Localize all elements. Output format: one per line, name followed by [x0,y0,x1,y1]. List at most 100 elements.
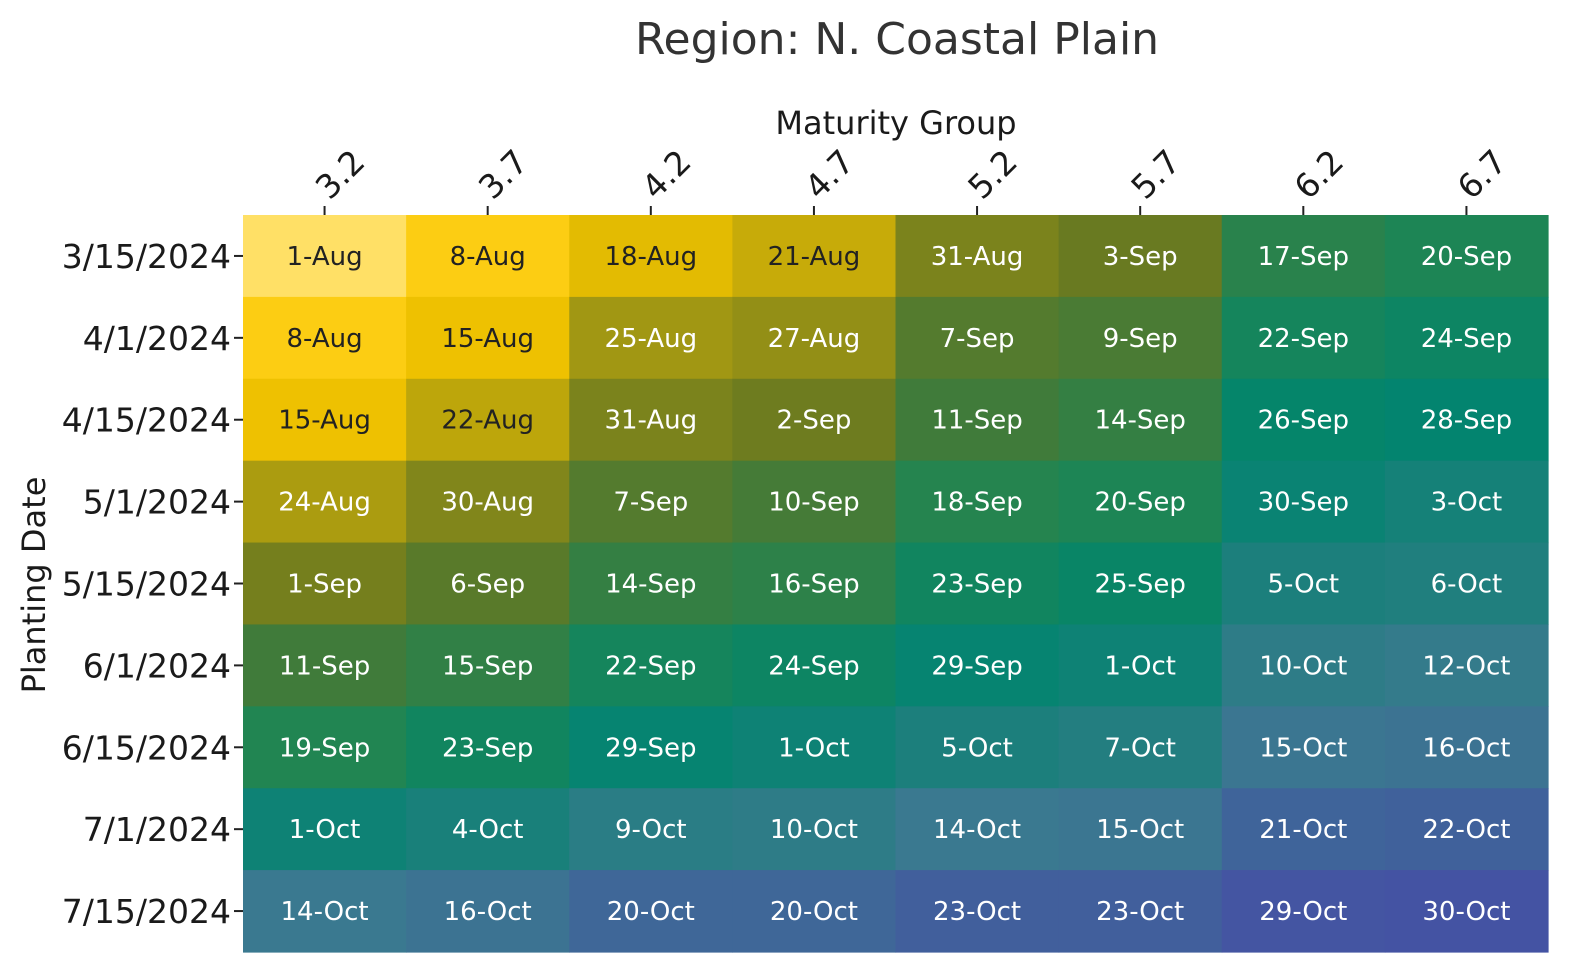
cell-label: 14-Oct [933,815,1021,845]
cell-label: 20-Oct [607,897,695,927]
heatmap-cell [732,624,897,707]
cell-label: 25-Sep [1094,570,1185,600]
y-tick-label: 7/1/2024 [83,810,231,849]
heatmap-cell [732,788,897,871]
cell-label: 2-Sep [776,406,851,436]
x-axis-label: Maturity Group [775,104,1016,142]
cell-label: 15-Oct [1259,733,1347,763]
cell-label: 23-Sep [442,733,533,763]
cell-label: 23-Oct [933,897,1021,927]
heatmap-cell [1221,460,1386,544]
heatmap-cell [243,870,407,953]
heatmap-cell [1384,870,1549,953]
x-tick-label: 5.7 [1123,142,1188,207]
cell-label: 3-Sep [1103,242,1178,272]
heatmap-cell [406,215,570,298]
cell-label: 29-Sep [931,651,1022,681]
heatmap-cell [1221,215,1386,298]
cell-label: 11-Sep [931,406,1022,436]
cell-label: 20-Sep [1094,488,1185,518]
cell-label: 6-Oct [1431,570,1503,600]
x-tick-label: 5.2 [960,142,1025,207]
cell-label: 31-Aug [931,242,1024,272]
heatmap-cell [243,706,407,789]
cell-label: 1-Oct [778,733,850,763]
cell-label: 23-Sep [931,570,1022,600]
heatmap-cell [895,215,1060,298]
cell-label: 1-Oct [289,815,361,845]
cell-label: 11-Sep [279,651,370,681]
y-tick-label: 4/15/2024 [62,401,231,440]
cell-label: 25-Aug [604,324,697,354]
x-axis-ticks: 3.2 3.7 4.2 4.7 5.2 5.7 6.2 6.7 [308,142,1515,215]
cell-label: 17-Sep [1258,242,1349,272]
heatmap-cell [406,788,570,871]
y-axis-label: Planting Date [15,477,53,694]
heatmap-cell [1384,706,1549,789]
heatmap-cell [243,542,407,626]
heatmap-cell [895,706,1060,789]
heatmap-cell [406,296,570,380]
cell-label: 29-Sep [605,733,696,763]
cell-label: 10-Oct [770,815,858,845]
cell-label: 14-Sep [605,570,696,600]
y-tick-label: 4/1/2024 [83,319,231,358]
heatmap-cell [569,870,733,953]
heatmap-cell [406,870,570,953]
heatmap-cell [732,460,897,544]
heatmap-cell [732,870,897,953]
y-tick-label: 5/1/2024 [83,483,231,522]
x-tick-label: 6.7 [1450,142,1515,207]
cell-label: 30-Sep [1258,488,1349,518]
heatmap-cell [406,378,570,462]
heatmap-cell [895,296,1060,380]
cell-label: 8-Aug [450,242,526,272]
heatmap-cell [1221,706,1386,789]
cell-label: 15-Oct [1096,815,1184,845]
cell-label: 18-Sep [931,488,1022,518]
cell-label: 7-Oct [1104,733,1176,763]
cell-label: 14-Oct [280,897,368,927]
y-tick-label: 6/15/2024 [62,728,231,767]
cell-label: 24-Sep [1421,324,1512,354]
cell-label: 1-Aug [287,242,363,272]
y-tick-label: 5/15/2024 [62,565,231,604]
heatmap-cell [406,460,570,544]
heatmap-cell [243,624,407,707]
cell-label: 14-Sep [1094,406,1185,436]
heatmap-cell [569,460,733,544]
cell-label: 15-Aug [441,324,534,354]
heatmap-cell [243,460,407,544]
cell-label: 22-Sep [605,651,696,681]
cell-label: 22-Sep [1258,324,1349,354]
cell-label: 30-Aug [441,488,534,518]
heatmap-cell [406,542,570,626]
cell-label: 8-Aug [287,324,363,354]
cell-label: 24-Sep [768,651,859,681]
y-axis-ticks: 3/15/2024 4/1/2024 4/15/2024 5/1/2024 5/15/2… [62,237,243,931]
heatmap-cell [895,788,1060,871]
heatmap-cells: 1-Aug 8-Aug 18-Aug 21-Aug 31-Aug 3-Sep 17-Sep 2… [243,215,1549,953]
cell-label: 5-Oct [941,733,1013,763]
heatmap-cell [1384,460,1549,544]
heatmap-cell [895,378,1060,462]
heatmap-cell [569,215,733,298]
heatmap-cell [1384,624,1549,707]
x-tick-label: 3.7 [471,142,536,207]
cell-label: 21-Oct [1259,815,1347,845]
heatmap-cell [1221,788,1386,871]
cell-label: 1-Sep [287,570,362,600]
cell-label: 21-Aug [768,242,861,272]
cell-label: 19-Sep [279,733,370,763]
heatmap-cell [1384,378,1549,462]
heatmap-cell [732,542,897,626]
heatmap-cell [243,296,407,380]
cell-label: 24-Aug [278,488,371,518]
heatmap-cell [1058,788,1223,871]
heatmap-cell [243,378,407,462]
cell-label: 5-Oct [1268,570,1340,600]
chart-title: Region: N. Coastal Plain [635,14,1159,65]
heatmap-cell [569,706,733,789]
cell-label: 10-Sep [768,488,859,518]
